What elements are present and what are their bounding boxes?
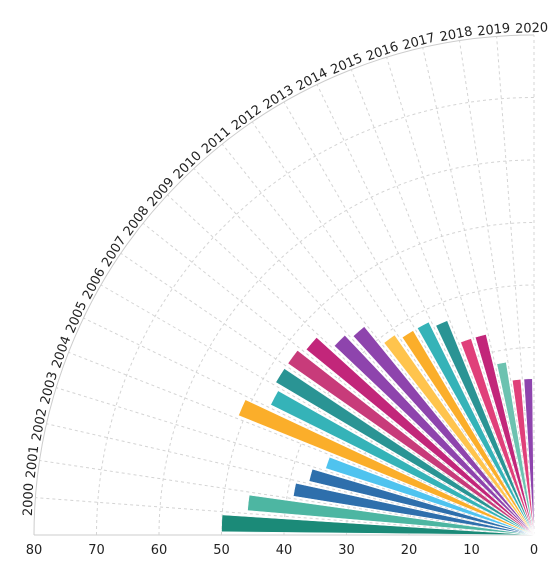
grid-spoke	[221, 143, 535, 536]
category-label-2002: 2002	[29, 407, 50, 442]
bar-2014	[417, 321, 535, 536]
bar-2019	[512, 379, 535, 536]
grid-arc	[283, 284, 535, 536]
bar-2013	[401, 330, 535, 536]
bar-2010	[334, 335, 535, 536]
grid-spoke	[68, 351, 535, 536]
bar-2016	[460, 338, 535, 536]
category-label-2001: 2001	[24, 445, 43, 480]
category-label-2007: 2007	[99, 234, 129, 270]
category-label-2019: 2019	[477, 21, 512, 40]
bar-2012	[383, 334, 535, 536]
category-label-2011: 2011	[199, 124, 234, 157]
tick-label-30: 30	[338, 543, 355, 558]
grid-spoke	[316, 84, 535, 536]
category-label-2014: 2014	[294, 66, 330, 95]
bar-2011	[352, 326, 535, 536]
grid-spoke	[100, 284, 535, 536]
bar-2005	[238, 399, 535, 536]
grid-spoke	[167, 194, 535, 536]
category-label-2020: 2020	[515, 21, 549, 37]
bar-2017	[474, 334, 535, 536]
grid-spoke	[496, 36, 535, 536]
grid-arc	[346, 347, 535, 536]
grid-spoke	[83, 317, 535, 536]
category-label-2008: 2008	[121, 203, 153, 239]
chart-grid	[33, 34, 535, 536]
grid-arc	[158, 159, 535, 536]
bar-2002	[293, 482, 535, 536]
grid-spoke	[35, 497, 535, 536]
grid-spoke	[56, 387, 535, 536]
category-label-2000: 2000	[21, 483, 37, 517]
bar-2008	[287, 350, 535, 536]
category-label-2016: 2016	[364, 39, 400, 64]
bar-2018	[496, 361, 535, 536]
grid-spoke	[283, 101, 535, 536]
tick-label-80: 80	[26, 543, 43, 558]
tick-label-70: 70	[88, 543, 105, 558]
category-label-2018: 2018	[439, 24, 474, 45]
category-label-2009: 2009	[145, 175, 178, 210]
tick-label-20: 20	[401, 543, 418, 558]
grid-arc	[96, 97, 535, 536]
category-label-2010: 2010	[171, 148, 205, 182]
category-label-2015: 2015	[329, 51, 365, 78]
bar-2009	[305, 337, 535, 536]
category-label-2012: 2012	[229, 102, 265, 134]
grid-spoke	[422, 47, 535, 536]
grid-spoke	[142, 222, 535, 536]
grid-spoke	[120, 252, 535, 536]
grid-spoke	[458, 40, 535, 536]
bar-2007	[275, 368, 535, 536]
bar-2015	[435, 320, 535, 536]
grid-spoke	[46, 423, 535, 536]
tick-label-10: 10	[463, 543, 480, 558]
grid-spoke	[251, 121, 535, 536]
tick-label-50: 50	[213, 543, 230, 558]
grid-spoke	[39, 459, 535, 536]
bar-2004	[325, 456, 535, 536]
grid-spoke	[193, 168, 535, 536]
grid-spoke	[350, 69, 535, 536]
category-label-2004: 2004	[49, 334, 74, 370]
grid-arc	[221, 222, 535, 536]
tick-label-60: 60	[151, 543, 168, 558]
bar-2003	[308, 468, 535, 536]
tick-label-0: 0	[530, 543, 538, 558]
radial-tick-labels: 80 70 60 50 40 30 20 10 0	[26, 543, 538, 558]
category-label-2013: 2013	[261, 83, 297, 113]
chart-bars	[221, 320, 535, 536]
bar-2001	[247, 494, 535, 536]
category-label-2005: 2005	[63, 299, 90, 335]
category-label-2017: 2017	[401, 30, 437, 53]
grid-spoke	[386, 57, 535, 536]
bar-2006	[270, 390, 535, 536]
category-label-2006: 2006	[80, 266, 109, 302]
bar-2000	[221, 514, 535, 536]
tick-label-40: 40	[276, 543, 293, 558]
grid-arc	[33, 34, 535, 536]
bar-2020	[523, 378, 535, 536]
